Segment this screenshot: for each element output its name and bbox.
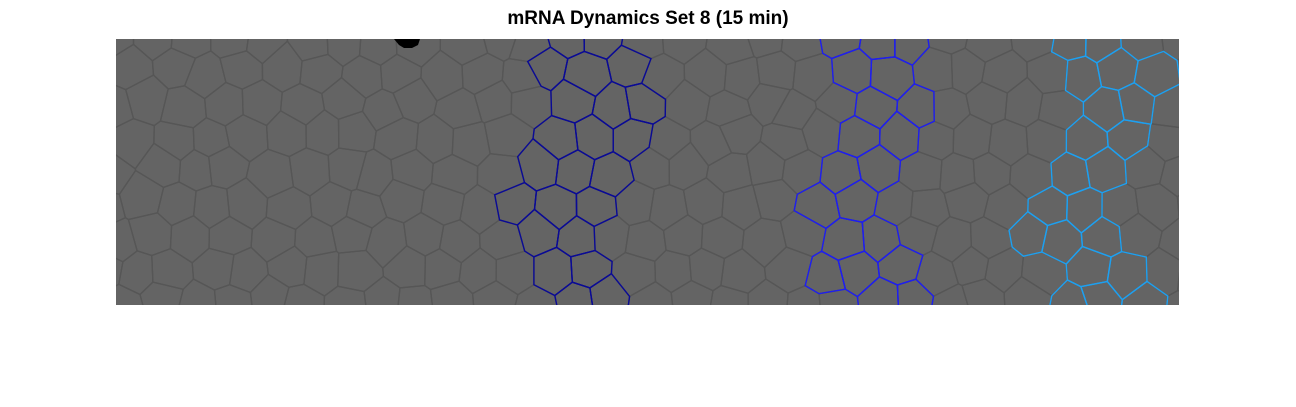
cell-outline	[178, 278, 217, 305]
stripe-navy	[493, 39, 667, 305]
stripe-blue	[793, 39, 935, 305]
figure-title: mRNA Dynamics Set 8 (15 min)	[507, 8, 789, 29]
tissue-image-panel	[116, 39, 1179, 305]
tissue-cell-map	[116, 39, 1179, 305]
tissue-background	[116, 39, 1179, 305]
highlighted-cell-outline	[1049, 279, 1088, 305]
highlighted-cell-outline	[589, 272, 631, 305]
cell-outline	[116, 283, 144, 305]
stripe-cyan	[1008, 39, 1179, 305]
dark-blob-icon	[394, 39, 420, 48]
highlighted-cell-outline	[1120, 280, 1169, 305]
highlighted-cell-outline	[896, 278, 935, 305]
cell-outline	[1176, 194, 1179, 219]
cell-outline	[1157, 217, 1179, 261]
